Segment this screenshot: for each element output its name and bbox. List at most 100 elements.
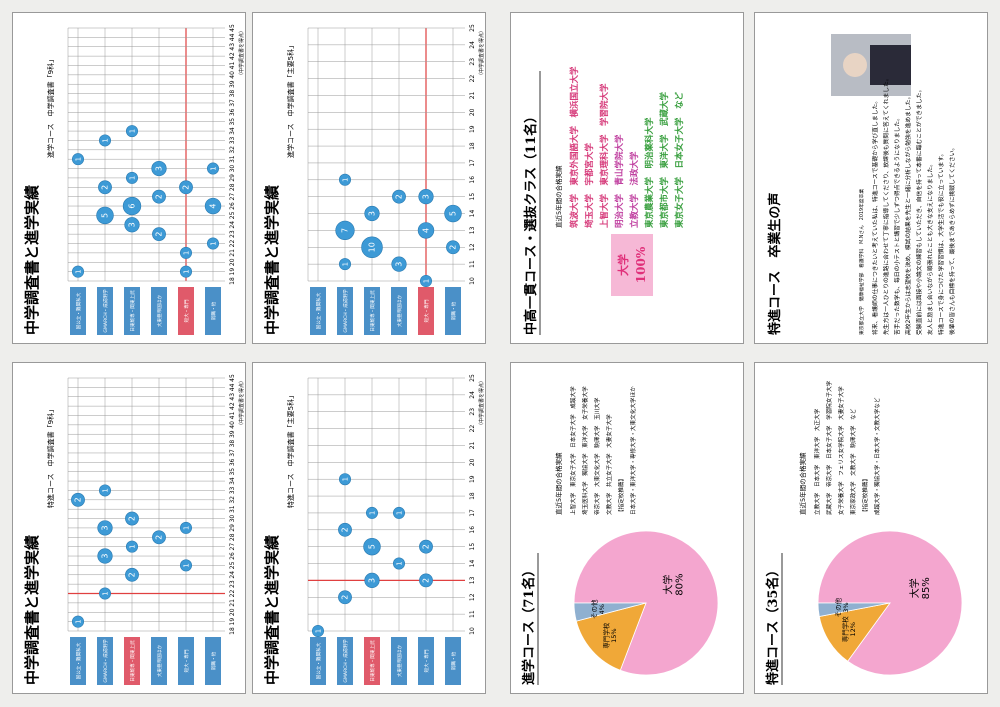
- slice-value: 3%: [842, 602, 850, 612]
- x-tick-label: 37: [229, 99, 236, 107]
- photo-body: [870, 45, 911, 85]
- row-box: [178, 287, 194, 335]
- x-tick-label: 13: [469, 226, 476, 234]
- paragraph-line: 将来、看護師の仕事につきたいと考えていた私は、特進コースで基礎から学び直しました…: [871, 98, 879, 335]
- bubble-label: 1: [129, 544, 137, 548]
- bubble: [180, 559, 193, 572]
- pie-panel: 進学コース（71名） 大学 80% 専門学校 15% その他 4% 直近5年間の合格実績 上智大…: [510, 362, 744, 694]
- bubble-label: 2: [341, 527, 350, 532]
- row-label: 日東駒専・関東上武: [129, 640, 136, 682]
- x-tick-label: 13: [469, 576, 476, 584]
- section-title: 特進コース（35名）: [765, 564, 781, 685]
- list-line: 埼玉医科大学 獨協大学 東洋大学 女子栄養大学: [581, 386, 589, 515]
- section-title: 中高一貫コース・選抜クラス（11名）: [523, 110, 539, 335]
- bubble-label: 1: [210, 166, 218, 170]
- x-tick-label: 34: [229, 477, 236, 485]
- bubble-label: 1: [369, 511, 377, 515]
- panel-svg: 特進コース 卒業生の声 東京都立大学 健康福祉学部 看護学科 M.Nさん 2019…: [767, 34, 956, 335]
- bubble-label: 4: [422, 228, 431, 233]
- x-tick-label: 14: [469, 210, 476, 218]
- x-tick-label: 19: [469, 125, 476, 133]
- university-line: 立教大学 法政大学: [629, 151, 640, 228]
- list-line: 【指定校推薦】: [861, 476, 869, 515]
- bubble: [180, 521, 193, 534]
- x-tick-label: 15: [469, 193, 476, 201]
- list-line: 文教大学 共立女子大学 大妻女子大学: [605, 414, 613, 515]
- x-tick-label: 12: [469, 593, 476, 601]
- row-label: 日東駒専・関東上武: [369, 640, 376, 682]
- chart-panel: 中学調査書と進学実績 特進コース 中学調査書「9科」 国公立・難関私大 GMARCH・…: [12, 362, 246, 694]
- x-tick-label: 32: [229, 496, 236, 504]
- row-box: [70, 287, 86, 335]
- x-tick-label: 19: [229, 618, 236, 626]
- list-line: 女子栄養大学 フェリス女学院大学 大妻女子大学: [837, 386, 845, 515]
- x-tick-label: 24: [469, 41, 476, 49]
- bubble-label: 2: [128, 572, 137, 577]
- bubble-label: 2: [74, 497, 83, 502]
- bubble: [335, 220, 355, 241]
- bubble: [207, 162, 220, 175]
- bubble: [97, 548, 113, 564]
- chart-title: 中学調査書と進学実績: [23, 535, 41, 685]
- x-tick-label: 37: [229, 449, 236, 457]
- bubble-label: 1: [396, 511, 404, 515]
- bubble-label: 1: [75, 269, 83, 273]
- x-tick-label: 26: [229, 552, 236, 560]
- row-box: [337, 287, 353, 335]
- chart-title: 中学調査書と進学実績: [263, 535, 281, 685]
- bubble-label: 1: [75, 619, 83, 623]
- bubble: [207, 237, 220, 250]
- slice-value: 85%: [921, 577, 932, 599]
- chart-panel: 中学調査書と進学実績 進学コース 中学調査書「9科」 国公立・難関私大 GMARCH・…: [12, 12, 246, 344]
- rotated-frame: 特進コース 卒業生の声 東京都立大学 健康福祉学部 看護学科 M.Nさん 2019…: [767, 34, 956, 335]
- university-line: 東京都市大学 東洋大学 武蔵大学: [659, 91, 670, 228]
- x-tick-label: 11: [469, 610, 476, 618]
- row-label: 大東亜帝国ほか: [396, 295, 403, 328]
- axis-note: （中学調査書を得点）: [238, 28, 245, 78]
- x-tick-label: 19: [469, 475, 476, 483]
- row-box: [205, 287, 221, 335]
- row-label: 日東駒専・関東上武: [129, 290, 136, 332]
- x-tick-label: 32: [229, 146, 236, 154]
- bubble-label: 2: [155, 232, 164, 237]
- row-box: [151, 637, 167, 685]
- chart-title: 中学調査書と進学実績: [263, 185, 281, 335]
- slice-name: 大学: [908, 578, 921, 598]
- panel-svg: 中学調査書と進学実績 特進コース 中学調査書「9科」国公立・難関私大 GMARCH・…: [23, 374, 245, 685]
- bubble-label: 7: [341, 228, 350, 233]
- panel-svg: 特進コース（35名） 大学 85% 専門学校 12% その他 3% 直近5年間の合格実績 立教大…: [765, 380, 963, 685]
- bubble-label: 10: [368, 242, 377, 252]
- list-line: 東京家政大学 文教大学 駒澤大学 など: [849, 408, 857, 515]
- x-tick-label: 25: [469, 24, 476, 32]
- x-tick-label: 24: [469, 391, 476, 399]
- bubble: [339, 258, 352, 271]
- x-tick-label: 28: [229, 533, 236, 541]
- result-box: [611, 234, 653, 296]
- bubble: [98, 180, 112, 195]
- bubble: [99, 134, 112, 147]
- paragraph-line: 受験直前には面接や小論文の練習もしていただき、自信を持って本番に臨むことができま…: [915, 87, 923, 335]
- bubble: [444, 204, 462, 223]
- slice-value: 12%: [849, 622, 857, 636]
- bubble: [338, 522, 352, 537]
- bubble-label: 3: [368, 578, 377, 583]
- slice-name: 専門学校: [602, 622, 611, 649]
- panel-svg: 進学コース（71名） 大学 80% 専門学校 15% その他 4% 直近5年間の合格実績 上智大…: [521, 386, 719, 685]
- bubble: [122, 196, 142, 216]
- bubble-label: 2: [182, 185, 191, 190]
- x-tick-label: 22: [469, 425, 476, 433]
- row-box: [445, 637, 461, 685]
- university-line: 明治大学 青山学院大学: [614, 134, 625, 228]
- bubble: [417, 222, 435, 239]
- bubble: [446, 240, 460, 255]
- row-box: [151, 287, 167, 335]
- bubble: [124, 217, 140, 233]
- bubble: [419, 539, 433, 554]
- result-label: 大学: [616, 254, 630, 276]
- slice-name: その他: [589, 599, 598, 619]
- bubble-label: 5: [449, 211, 458, 216]
- row-box: [178, 637, 194, 685]
- bubble: [179, 180, 193, 195]
